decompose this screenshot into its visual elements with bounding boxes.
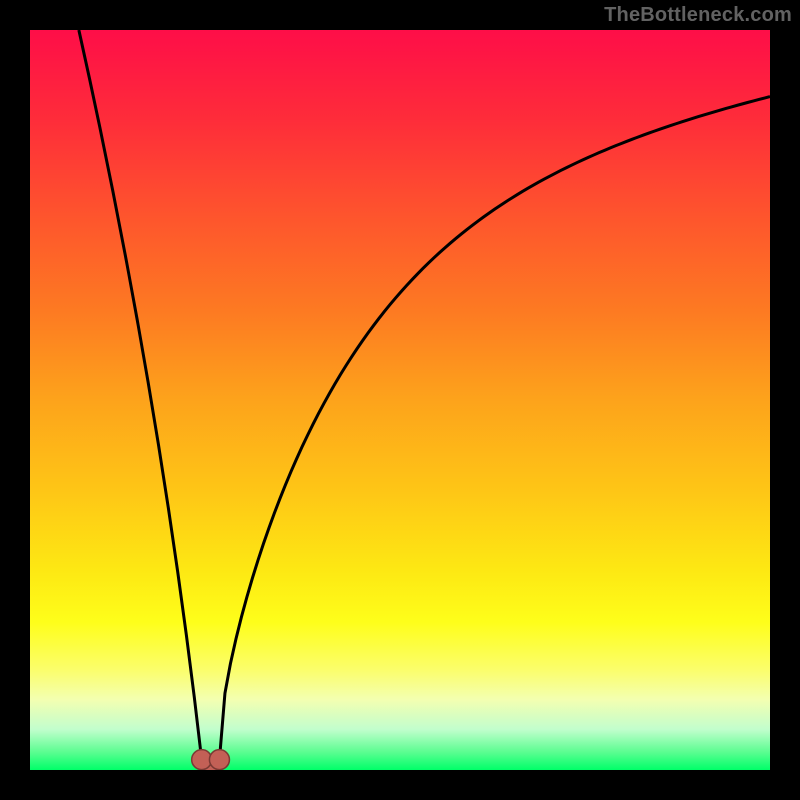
gradient-background: [30, 30, 770, 770]
bottleneck-chart: TheBottleneck.com: [0, 0, 800, 800]
chart-svg: [0, 0, 800, 800]
marker-left: [192, 750, 212, 770]
watermark-label: TheBottleneck.com: [604, 4, 792, 27]
marker-right: [209, 750, 229, 770]
